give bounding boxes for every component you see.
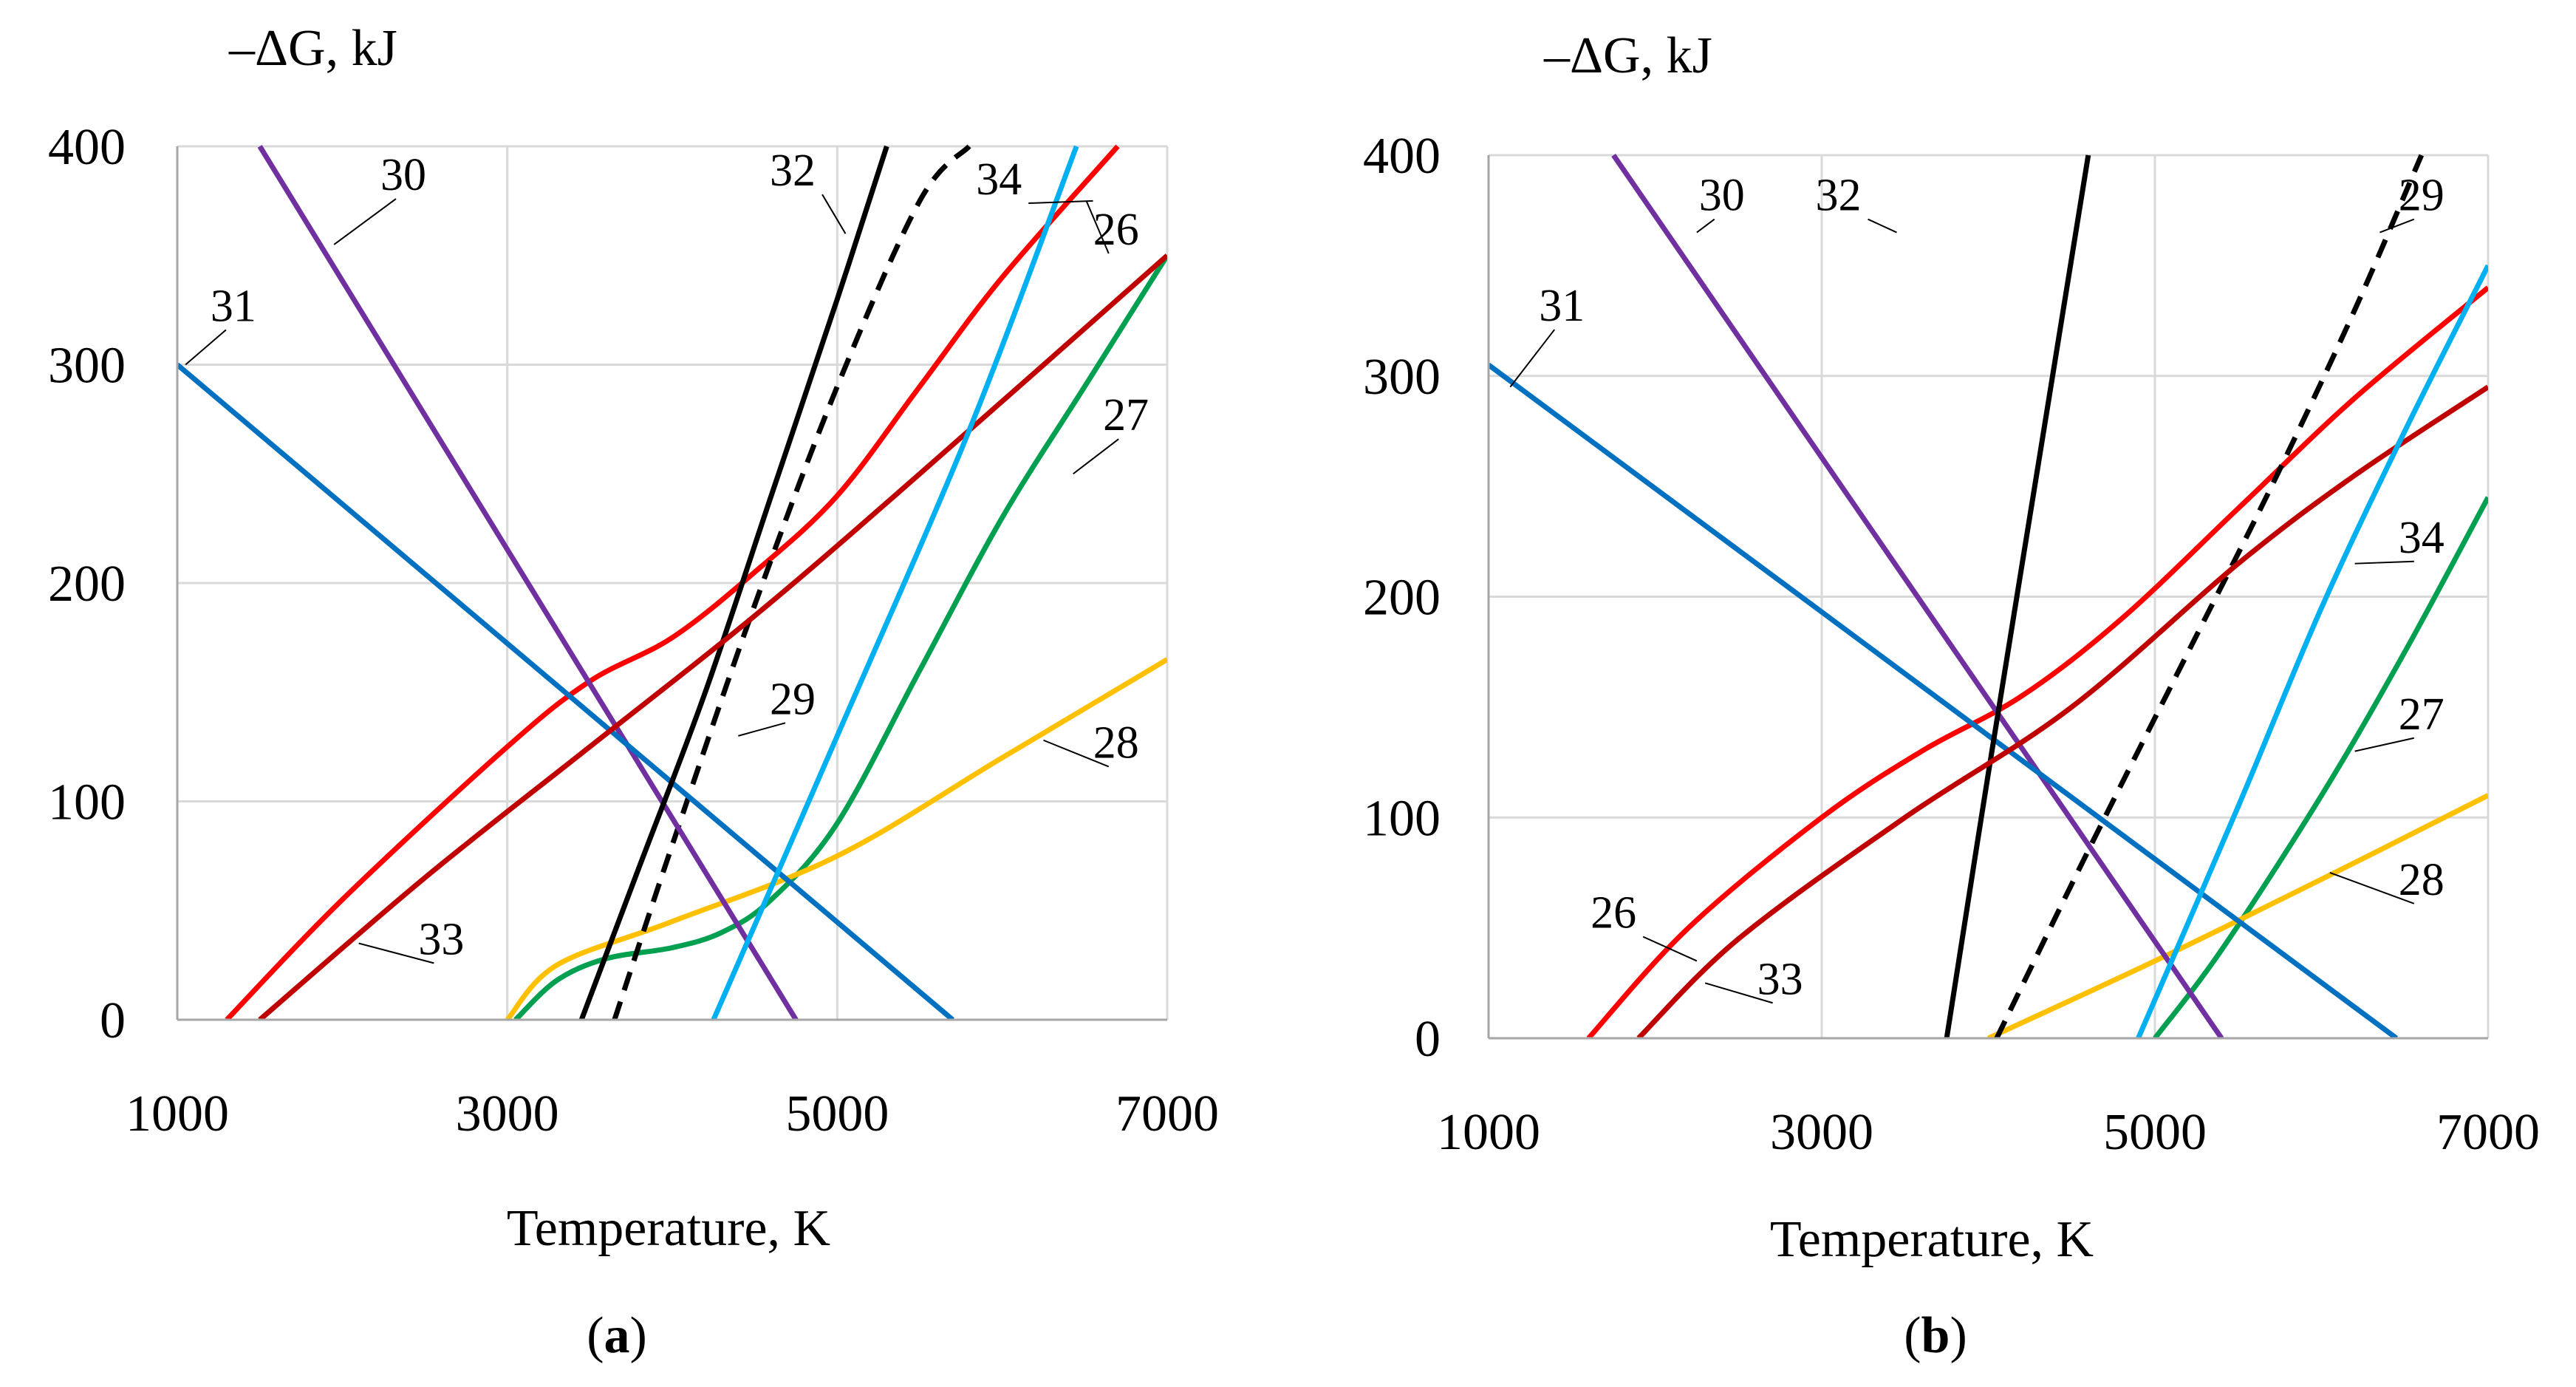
- panel-label-close: ): [1950, 1307, 1967, 1364]
- curve-label-31: 31: [211, 281, 256, 331]
- leader-line-33: [1704, 982, 1773, 1004]
- x-tick-label: 1000: [126, 1086, 229, 1142]
- series-group: [1489, 154, 2488, 1038]
- leader-line-32: [821, 194, 847, 234]
- y-tick-label: 200: [1363, 570, 1441, 627]
- curve-label-26: 26: [1093, 205, 1139, 255]
- leader-line-30: [333, 198, 397, 245]
- curve-labels: 26 27 28 29 30 31 32 33 34: [185, 146, 1149, 964]
- axes: 0 100 200 300 400 1000 3000 5000 7000: [1363, 128, 2540, 1161]
- curve-label-29: 29: [2399, 171, 2445, 221]
- y-tick-label: 300: [1363, 349, 1441, 406]
- curve-label-28: 28: [2399, 855, 2445, 905]
- leader-line-33: [358, 942, 434, 964]
- curve-label-27: 27: [1103, 390, 1149, 440]
- series-line-31: [177, 362, 954, 1020]
- curve-label-27: 27: [2399, 689, 2445, 740]
- series-line-29: [612, 144, 971, 1020]
- leader-line-34: [1028, 200, 1093, 205]
- y-tick-label: 300: [48, 338, 126, 395]
- series-line-31: [1489, 363, 2399, 1038]
- panel-label-open: (: [1904, 1307, 1921, 1364]
- leader-line-28: [1043, 739, 1110, 768]
- x-tick-label: 1000: [1437, 1104, 1540, 1161]
- grid: [177, 145, 1169, 1020]
- y-axis-label: –ΔG, kJ: [228, 20, 397, 77]
- y-tick-label: 400: [1363, 128, 1441, 185]
- curve-labels: 26 27 28 29 30 31 32 33 34: [1509, 171, 2445, 1004]
- leader-line-29: [738, 722, 786, 737]
- panel-label-close: ): [630, 1307, 647, 1364]
- x-tick-label: 7000: [1116, 1086, 1219, 1142]
- leader-line-30: [1696, 218, 1715, 234]
- curve-label-33: 33: [1757, 954, 1803, 1004]
- axes: 0 100 200 300 400 1000 3000 5000 7000: [48, 119, 1219, 1142]
- series-line-29: [1994, 154, 2425, 1038]
- curve-label-34: 34: [976, 154, 1022, 205]
- curve-label-28: 28: [1093, 718, 1139, 768]
- chart-panel-a: –ΔG, kJ 0 100 200 300 400 1000 3000 5000 7000 26…: [48, 20, 1219, 1364]
- x-tick-label: 5000: [2103, 1104, 2207, 1161]
- curve-label-34: 34: [2399, 513, 2445, 563]
- leader-line-27: [1073, 438, 1119, 475]
- curve-label-30: 30: [1699, 171, 1745, 221]
- y-tick-label: 0: [100, 992, 126, 1049]
- panel-label-letter: a: [604, 1307, 630, 1364]
- leader-line-34: [2354, 560, 2414, 565]
- leader-line-31: [185, 329, 227, 366]
- curve-label-32: 32: [1816, 171, 1862, 221]
- series-group: [177, 144, 1167, 1020]
- curve-label-29: 29: [770, 674, 816, 724]
- x-tick-label: 3000: [456, 1086, 559, 1142]
- y-tick-label: 100: [48, 774, 126, 831]
- leader-line-32: [1868, 218, 1897, 234]
- x-tick-label: 5000: [785, 1086, 889, 1142]
- series-line-27: [513, 253, 1167, 1020]
- series-line-34: [2136, 264, 2488, 1038]
- series-line-27: [2153, 496, 2488, 1038]
- chart-panel-b: –ΔG, kJ 0 100 200 300 400 1000 3000 5000 7000 26…: [1363, 27, 2540, 1364]
- panel-label: (b): [1904, 1307, 1967, 1364]
- leader-line-26: [1085, 200, 1110, 254]
- panel-label: (a): [587, 1307, 647, 1364]
- series-line-34: [711, 145, 1079, 1020]
- leader-line-26: [1642, 936, 1698, 962]
- x-axis-label: Temperature, K: [1770, 1211, 2094, 1268]
- x-tick-label: 7000: [2436, 1104, 2540, 1161]
- x-tick-label: 3000: [1770, 1104, 1873, 1161]
- curve-label-32: 32: [770, 146, 816, 196]
- series-line-33: [258, 253, 1167, 1020]
- series-line-30: [1611, 154, 2224, 1038]
- curve-label-30: 30: [380, 150, 426, 200]
- y-axis-label: –ΔG, kJ: [1543, 27, 1712, 84]
- curve-label-26: 26: [1591, 888, 1636, 938]
- series-line-28: [1987, 793, 2488, 1038]
- series-line-32: [578, 145, 889, 1020]
- panel-label-letter: b: [1921, 1307, 1950, 1364]
- series-line-33: [1636, 384, 2488, 1038]
- y-tick-label: 200: [48, 556, 126, 613]
- y-tick-label: 100: [1363, 790, 1441, 847]
- leader-line-29: [2379, 218, 2415, 234]
- leader-line-27: [2354, 737, 2415, 752]
- grid: [1489, 154, 2490, 1038]
- series-line-30: [257, 145, 799, 1020]
- leader-line-31: [1509, 329, 1556, 388]
- leader-line-28: [2329, 871, 2415, 904]
- x-axis-label: Temperature, K: [507, 1200, 830, 1257]
- curve-label-33: 33: [418, 914, 464, 964]
- series-line-32: [1944, 154, 2091, 1038]
- series-line-26: [1586, 285, 2488, 1038]
- y-tick-label: 400: [48, 119, 126, 176]
- y-tick-label: 0: [1415, 1011, 1441, 1068]
- series-line-28: [505, 657, 1167, 1020]
- series-line-26: [225, 144, 1120, 1020]
- panel-label-open: (: [587, 1307, 604, 1364]
- curve-label-31: 31: [1539, 281, 1585, 331]
